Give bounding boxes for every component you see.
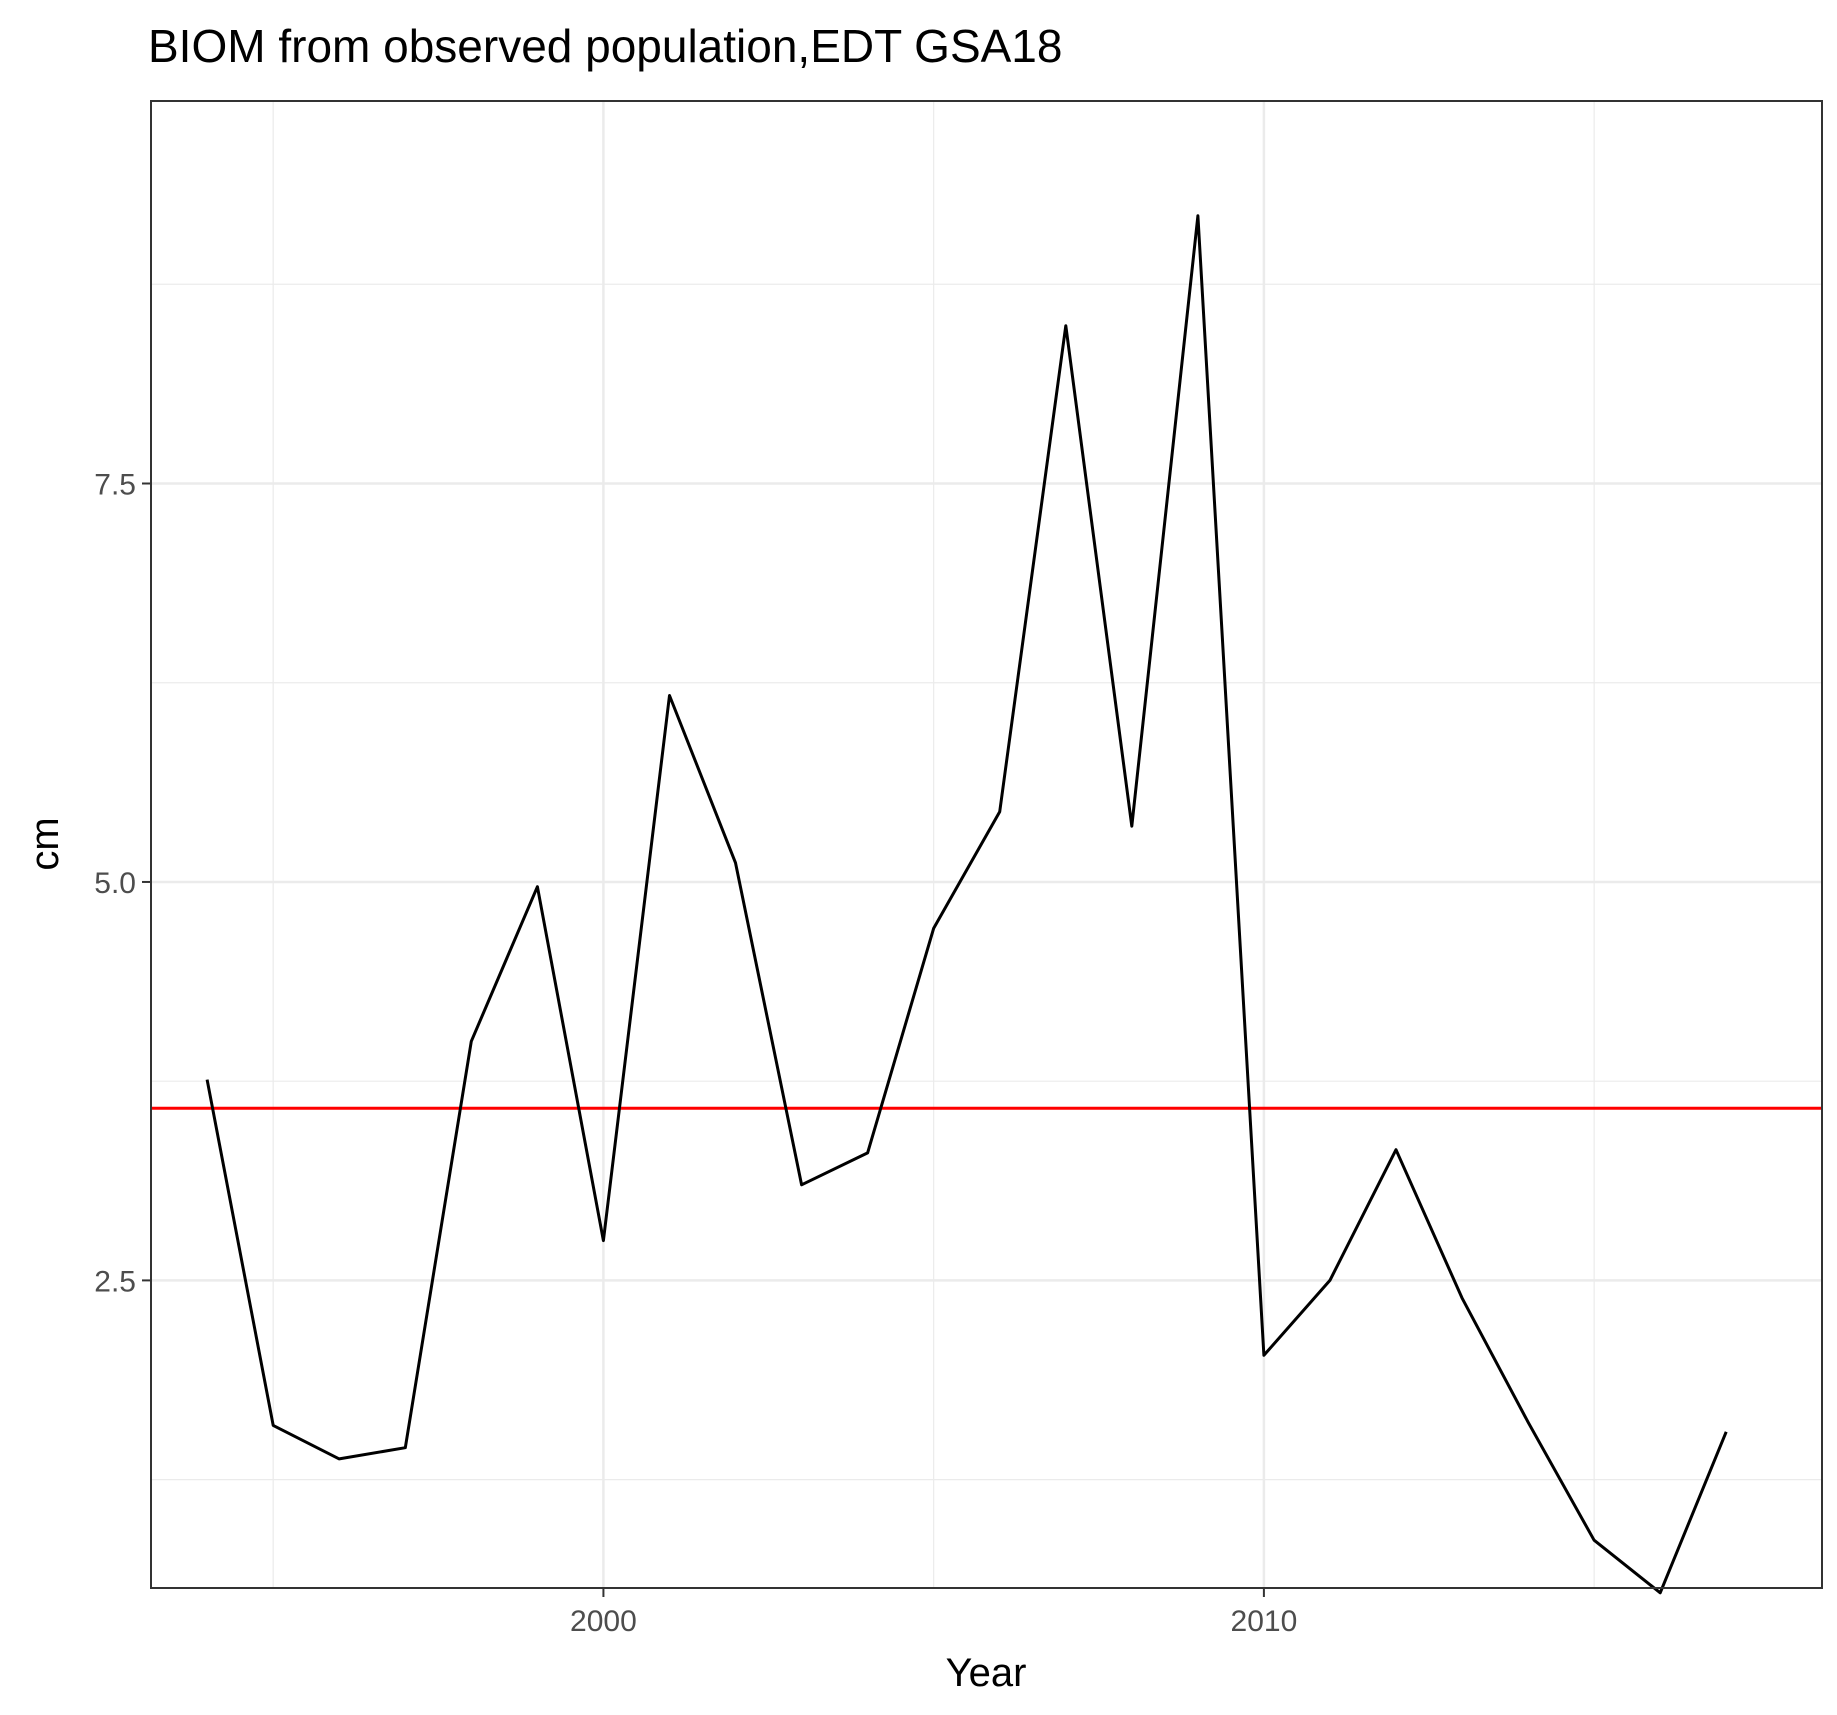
- x-tick-label: 2010: [1231, 1605, 1298, 1638]
- chart-title: BIOM from observed population,EDT GSA18: [148, 20, 1062, 72]
- minor-gridlines: [151, 101, 1822, 1588]
- axes: 2000 2010 2.5 5.0 7.5: [94, 469, 1297, 1638]
- x-axis-title: Year: [946, 1651, 1027, 1695]
- plot-panel-border: [150, 100, 1823, 1589]
- y-tick-label: 5.0: [94, 867, 136, 900]
- data-layer: [151, 214, 1822, 1595]
- y-axis-title: cm: [23, 817, 67, 870]
- series-line: [205, 214, 1728, 1595]
- y-tick-label: 2.5: [94, 1265, 136, 1298]
- major-gridlines: [151, 101, 1822, 1588]
- x-tick-label: 2000: [570, 1605, 637, 1638]
- y-tick-label: 7.5: [94, 469, 136, 502]
